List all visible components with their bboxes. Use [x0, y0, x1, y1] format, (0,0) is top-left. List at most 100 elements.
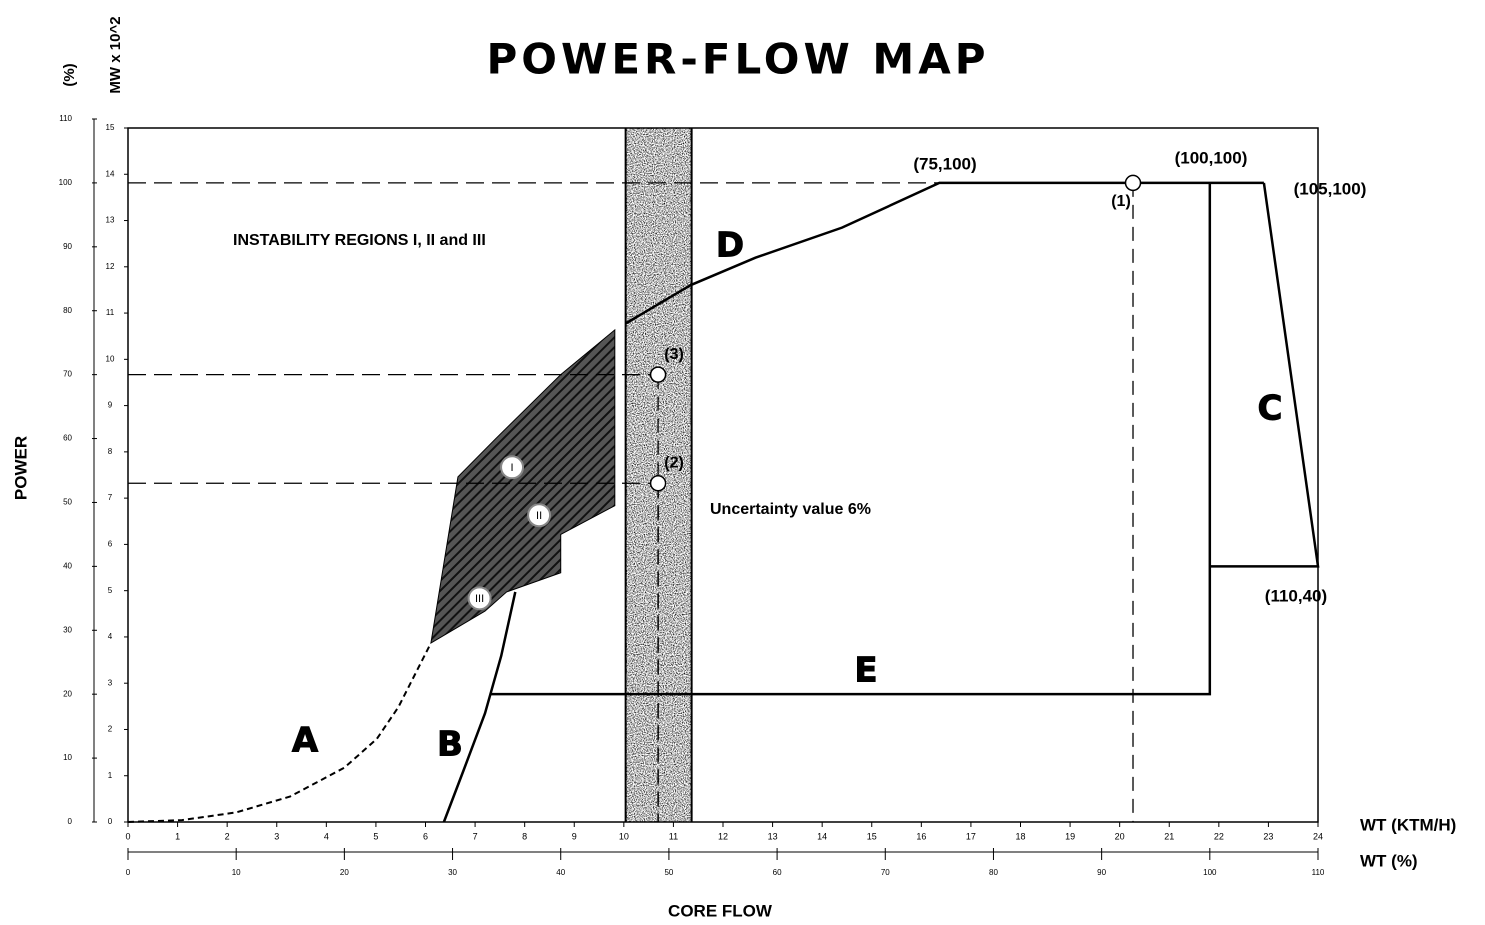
x-tick-label: 30	[448, 868, 457, 877]
x2-tick-label: 9	[572, 831, 577, 841]
x-tick-label: 0	[126, 868, 131, 877]
x2-tick-label: 7	[473, 831, 478, 841]
region-marker	[527, 503, 552, 528]
y2-tick-label: 7	[108, 493, 113, 502]
x-tick-label: 10	[232, 868, 241, 877]
y2-tick-label: 4	[108, 632, 113, 641]
x2-tick-label: 6	[423, 831, 428, 841]
x-tick-label: 100	[1203, 868, 1217, 877]
y2-tick-label: 14	[106, 169, 115, 178]
coordinate-annotation: (100,100)	[1175, 148, 1248, 167]
region-marker	[467, 586, 492, 611]
x-axis-label: CORE FLOW	[668, 901, 773, 920]
region-label: I	[511, 462, 514, 474]
x2-tick-label: 11	[669, 831, 678, 841]
x-tick-label: 90	[1097, 868, 1106, 877]
x2-tick-label: 0	[125, 831, 130, 841]
y-tick-label: 110	[59, 114, 72, 123]
point-label: (1)	[1111, 193, 1131, 210]
x2-tick-label: 13	[768, 831, 778, 841]
x2-tick-label: 5	[373, 831, 378, 841]
x2-tick-label: 17	[966, 831, 976, 841]
series-label: D	[716, 226, 744, 266]
y2-axis-label: MW x 10^2	[107, 16, 124, 93]
x2-tick-label: 21	[1164, 831, 1174, 841]
y2-tick-label: 8	[108, 447, 113, 456]
y-tick-label: 40	[63, 561, 72, 570]
x2-tick-label: 24	[1313, 831, 1323, 841]
x-tick-label: 60	[773, 868, 782, 877]
x2-tick-label: 14	[817, 831, 827, 841]
y2-tick-label: 6	[108, 540, 113, 549]
series-line	[442, 591, 517, 823]
y2-tick-label: 5	[108, 586, 113, 595]
x-tick-label: 70	[881, 868, 890, 877]
y2-tick-label: 2	[108, 725, 113, 734]
x-tick-label: 40	[556, 868, 565, 877]
series-line	[490, 182, 1212, 696]
series-line	[127, 642, 432, 823]
x2-tick-label: 4	[324, 831, 329, 841]
y-tick-label: 70	[63, 370, 72, 379]
x2-tick-label: 23	[1263, 831, 1273, 841]
region-label: II	[536, 510, 542, 522]
y-tick-label: 20	[63, 689, 72, 698]
uncertainty-label: Uncertainty value 6%	[710, 501, 871, 518]
y2-tick-label: 11	[106, 308, 115, 317]
coordinate-annotation: (75,100)	[913, 154, 976, 173]
instability-label: INSTABILITY REGIONS I, II and III	[233, 232, 486, 249]
series-label: E	[854, 651, 877, 691]
x2-tick-label: 20	[1115, 831, 1125, 841]
point-label: (3)	[664, 346, 684, 363]
operating-point	[649, 366, 667, 383]
series-label: A	[292, 721, 319, 761]
x2-tick-label: 3	[274, 831, 279, 841]
series-label: B	[437, 725, 463, 765]
y-tick-label: 80	[63, 306, 72, 315]
instability-region	[430, 328, 616, 645]
x-unit-label: WT (%)	[1360, 851, 1418, 870]
x2-tick-label: 18	[1015, 831, 1025, 841]
operating-point	[1124, 174, 1142, 192]
y2-tick-label: 15	[106, 123, 115, 132]
coordinate-annotation: (110,40)	[1265, 586, 1327, 605]
y-tick-label: 60	[63, 434, 72, 443]
coordinate-annotation: (105,100)	[1294, 179, 1367, 198]
y-tick-label: 90	[63, 242, 72, 251]
region-marker	[500, 455, 525, 480]
y-tick-label: 0	[68, 817, 73, 826]
region-label: III	[475, 593, 484, 605]
point-label: (2)	[664, 455, 684, 472]
y-unit-label: (%)	[61, 63, 78, 86]
y2-tick-label: 9	[108, 401, 113, 410]
y2-tick-label: 0	[108, 817, 113, 826]
x-tick-label: 110	[1312, 868, 1325, 877]
x2-tick-label: 12	[718, 831, 728, 841]
y2-tick-label: 13	[106, 216, 115, 225]
x2-tick-label: 15	[867, 831, 877, 841]
y-tick-label: 10	[63, 753, 72, 762]
x2-tick-label: 16	[916, 831, 926, 841]
y2-tick-label: 10	[106, 354, 115, 363]
y2-tick-label: 12	[106, 262, 115, 271]
x2-tick-label: 8	[522, 831, 527, 841]
y-tick-label: 100	[59, 178, 73, 187]
x-tick-label: 20	[340, 868, 349, 877]
x-tick-label: 50	[664, 868, 673, 877]
chart-title: POWER-FLOW MAP	[487, 35, 990, 84]
y-tick-label: 50	[63, 498, 72, 507]
operating-point	[649, 475, 667, 492]
x2-tick-label: 10	[619, 831, 629, 841]
x2-tick-label: 22	[1214, 831, 1224, 841]
x-tick-label: 80	[989, 868, 998, 877]
x2-tick-label: 1	[175, 831, 180, 841]
series-line	[1209, 182, 1320, 568]
x2-axis-label: WT (KTM/H)	[1360, 815, 1456, 834]
series-line	[625, 181, 1264, 325]
series-label: C	[1258, 389, 1283, 429]
x2-tick-label: 19	[1065, 831, 1075, 841]
y2-tick-label: 3	[108, 678, 113, 687]
y-axis-label: POWER	[11, 436, 30, 500]
y-tick-label: 30	[63, 625, 72, 634]
